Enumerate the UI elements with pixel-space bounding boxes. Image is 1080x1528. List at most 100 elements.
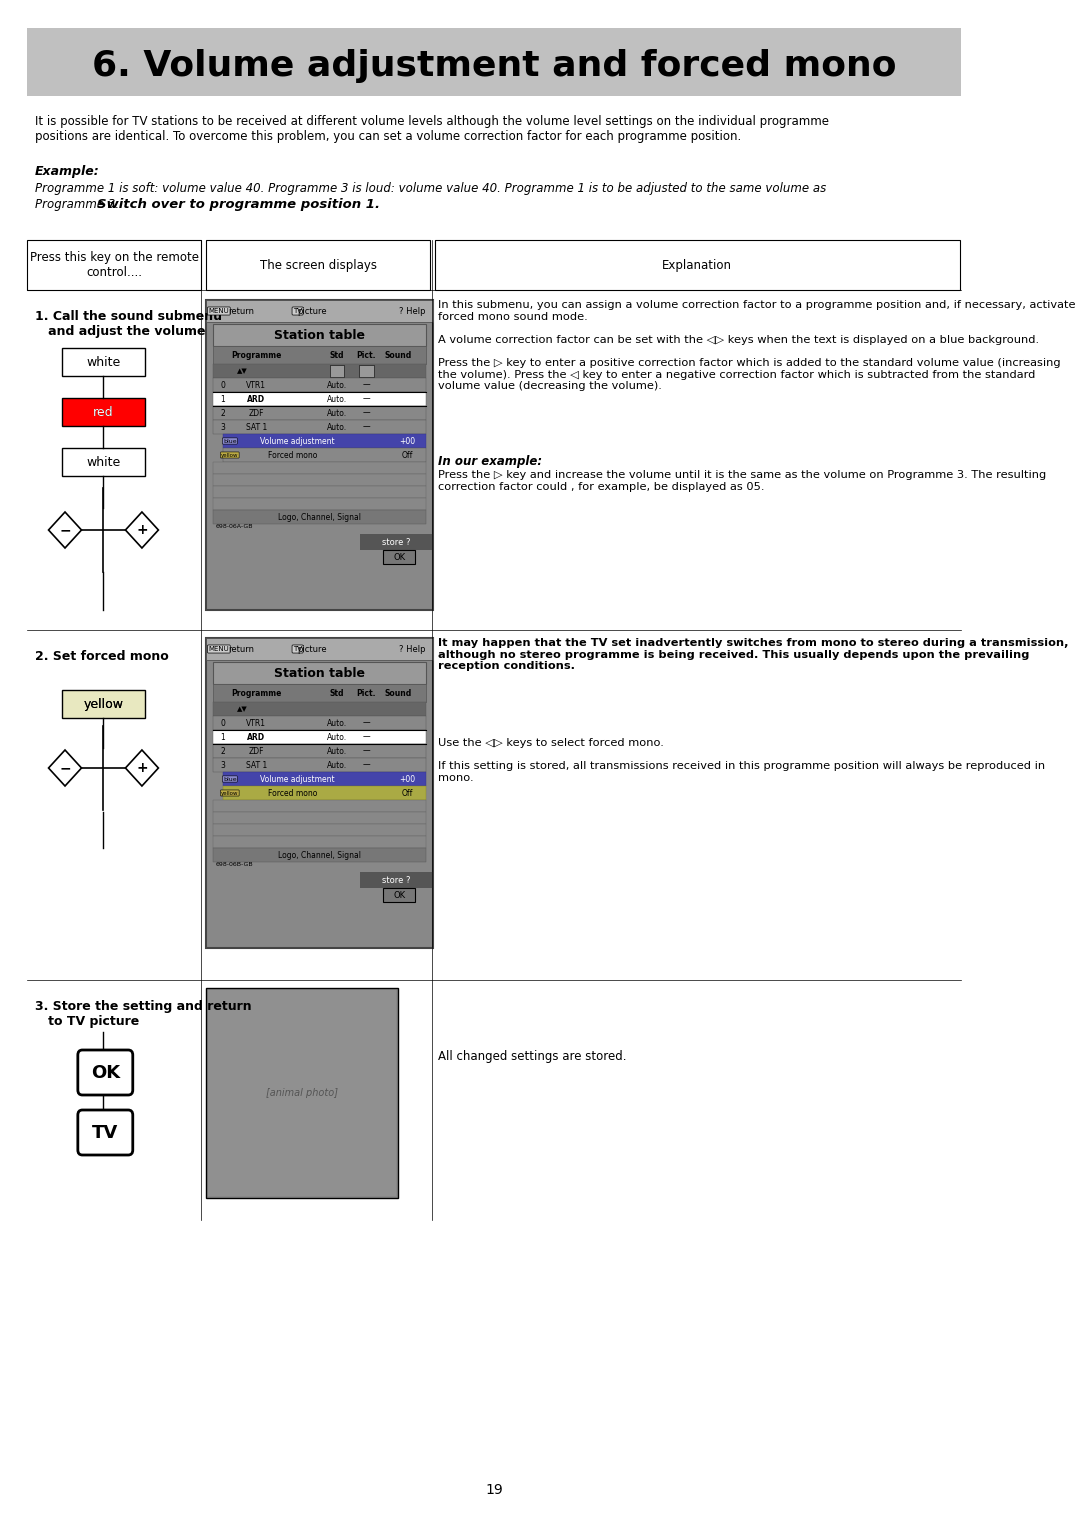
Text: +00: +00: [400, 437, 416, 446]
Text: Auto.: Auto.: [327, 732, 347, 741]
Text: Sound: Sound: [384, 689, 411, 697]
Text: TV: TV: [293, 646, 302, 652]
Text: —: —: [363, 394, 370, 403]
Bar: [214, 474, 426, 486]
Text: white: white: [86, 455, 121, 469]
Text: —: —: [363, 732, 370, 741]
Text: Volume adjustment: Volume adjustment: [260, 775, 335, 784]
Text: It may happen that the TV set inadvertently switches from mono to stereo during : It may happen that the TV set inadverten…: [437, 639, 1068, 671]
Text: Pict.: Pict.: [356, 350, 376, 359]
Text: Explanation: Explanation: [662, 258, 732, 272]
Text: Off: Off: [402, 451, 414, 460]
Text: store ?: store ?: [382, 538, 410, 547]
Bar: [214, 406, 426, 420]
Text: picture: picture: [297, 645, 327, 654]
Text: Off: Off: [402, 788, 414, 798]
Text: yellow: yellow: [83, 697, 123, 711]
Text: red: red: [93, 405, 113, 419]
Bar: [222, 434, 426, 448]
Text: ZDF: ZDF: [248, 408, 265, 417]
Text: MENU: MENU: [208, 309, 229, 313]
Bar: [214, 744, 426, 758]
Bar: [435, 240, 960, 290]
Text: ? Help: ? Help: [399, 307, 426, 315]
Bar: [206, 240, 430, 290]
Bar: [214, 685, 426, 701]
Text: Auto.: Auto.: [327, 747, 347, 755]
Bar: [214, 662, 426, 685]
Text: +00: +00: [400, 775, 416, 784]
Bar: [359, 365, 374, 377]
Text: +: +: [136, 523, 148, 536]
Bar: [214, 345, 426, 364]
Bar: [214, 701, 426, 717]
Text: —: —: [363, 380, 370, 390]
Text: white: white: [86, 356, 121, 368]
Text: 6. Volume adjustment and forced mono: 6. Volume adjustment and forced mono: [92, 49, 896, 83]
Text: Std: Std: [329, 689, 345, 697]
Bar: [63, 691, 145, 718]
Bar: [214, 486, 426, 498]
Bar: [27, 28, 961, 96]
Polygon shape: [125, 750, 159, 785]
Text: Auto.: Auto.: [327, 408, 347, 417]
Text: The screen displays: The screen displays: [259, 258, 377, 272]
Text: Sound: Sound: [384, 350, 411, 359]
Text: TV: TV: [92, 1123, 119, 1141]
Text: 3: 3: [220, 423, 225, 431]
Bar: [206, 639, 433, 660]
Text: 3: 3: [220, 761, 225, 770]
Text: Pict.: Pict.: [356, 689, 376, 697]
Text: 0: 0: [220, 380, 225, 390]
Text: VTR1: VTR1: [246, 380, 267, 390]
Text: TV: TV: [293, 309, 302, 313]
Bar: [329, 365, 345, 377]
Text: 1: 1: [220, 732, 225, 741]
Text: yellow: yellow: [221, 452, 239, 457]
Text: −: −: [59, 523, 71, 536]
Bar: [214, 377, 426, 393]
Text: —: —: [363, 423, 370, 431]
Text: return: return: [228, 307, 254, 315]
Text: Auto.: Auto.: [327, 394, 347, 403]
Bar: [206, 989, 399, 1198]
Bar: [214, 420, 426, 434]
Text: —: —: [363, 761, 370, 770]
Text: [animal photo]: [animal photo]: [266, 1088, 338, 1099]
Bar: [63, 348, 145, 376]
Text: yellow: yellow: [83, 697, 123, 711]
Text: All changed settings are stored.: All changed settings are stored.: [437, 1050, 626, 1063]
Text: Station table: Station table: [274, 666, 365, 680]
Text: 2: 2: [220, 408, 225, 417]
Text: ZDF: ZDF: [248, 747, 265, 755]
Text: In this submenu, you can assign a volume correction factor to a programme positi: In this submenu, you can assign a volume…: [437, 299, 1076, 391]
Text: 698-06B-GB: 698-06B-GB: [215, 862, 253, 866]
Text: SAT 1: SAT 1: [246, 423, 267, 431]
Text: —: —: [363, 747, 370, 755]
Bar: [214, 836, 426, 848]
Text: blue: blue: [224, 439, 237, 443]
Text: return: return: [228, 645, 254, 654]
Bar: [222, 448, 426, 461]
Text: 2: 2: [220, 747, 225, 755]
Text: Logo, Channel, Signal: Logo, Channel, Signal: [278, 512, 361, 521]
Text: Auto.: Auto.: [327, 423, 347, 431]
Text: Std: Std: [329, 350, 345, 359]
Bar: [382, 550, 415, 564]
Bar: [222, 772, 426, 785]
Bar: [214, 801, 426, 811]
Bar: [214, 364, 426, 377]
Text: Example:: Example:: [35, 165, 99, 177]
FancyBboxPatch shape: [78, 1109, 133, 1155]
Text: Auto.: Auto.: [327, 718, 347, 727]
Text: In our example:: In our example:: [437, 455, 542, 468]
Bar: [360, 872, 433, 888]
Text: OK: OK: [393, 891, 405, 900]
Bar: [214, 324, 426, 345]
Text: SAT 1: SAT 1: [246, 761, 267, 770]
Bar: [214, 824, 426, 836]
Text: Volume adjustment: Volume adjustment: [260, 437, 335, 446]
Text: 3. Store the setting and return
   to TV picture: 3. Store the setting and return to TV pi…: [35, 999, 252, 1028]
Text: 1. Call the sound submenu
   and adjust the volume: 1. Call the sound submenu and adjust the…: [35, 310, 221, 338]
Text: red: red: [93, 405, 113, 419]
